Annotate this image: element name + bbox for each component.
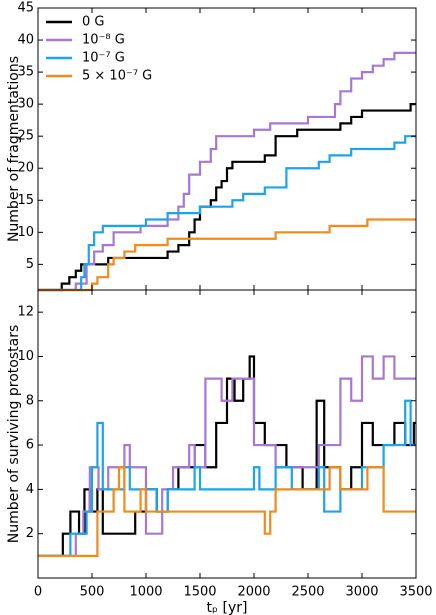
legend-label: 5 × 10⁻⁷ G: [82, 69, 152, 84]
legend-label: 10⁻⁸ G: [82, 33, 125, 48]
x-tick-label: 500: [80, 585, 105, 600]
y-tick-label: 2: [26, 526, 34, 541]
y-tick-label: 6: [26, 438, 34, 453]
y-tick-label: 4: [26, 482, 34, 497]
x-tick-label: 2500: [291, 585, 324, 600]
x-tick-label: 3500: [399, 585, 432, 600]
y-tick-label: 45: [17, 1, 34, 16]
y-tick-label: 25: [17, 129, 34, 144]
x-tick-label: 0: [34, 585, 42, 600]
y-tick-label: 40: [17, 33, 34, 48]
y-tick-label: 10: [17, 225, 34, 240]
data-line: [38, 135, 416, 292]
x-axis-label: tₚ [yr]: [207, 600, 248, 615]
y-tick-label: 12: [17, 305, 34, 320]
data-line: [38, 51, 416, 292]
x-tick-label: 2000: [237, 585, 270, 600]
legend-label: 0 G: [82, 15, 104, 30]
data-line: [38, 218, 416, 292]
data-line: [38, 466, 416, 557]
x-tick-label: 1000: [129, 585, 162, 600]
data-line: [38, 355, 416, 557]
y-tick-label: 30: [17, 97, 34, 112]
x-tick-label: 1500: [183, 585, 216, 600]
y-tick-label: 20: [17, 161, 34, 176]
y-axis-label: Number of surviving protostars: [6, 325, 22, 543]
x-tick-label: 3000: [345, 585, 378, 600]
y-tick-label: 8: [26, 393, 34, 408]
y-tick-label: 10: [17, 349, 34, 364]
y-tick-label: 35: [17, 65, 34, 80]
plot-frame: [37, 289, 417, 579]
y-axis-label: Number of fragmentations: [6, 56, 22, 242]
y-tick-label: 15: [17, 193, 34, 208]
data-line: [38, 399, 416, 557]
data-line: [38, 103, 416, 292]
y-tick-label: 5: [26, 257, 34, 272]
legend-label: 10⁻⁷ G: [82, 51, 125, 66]
